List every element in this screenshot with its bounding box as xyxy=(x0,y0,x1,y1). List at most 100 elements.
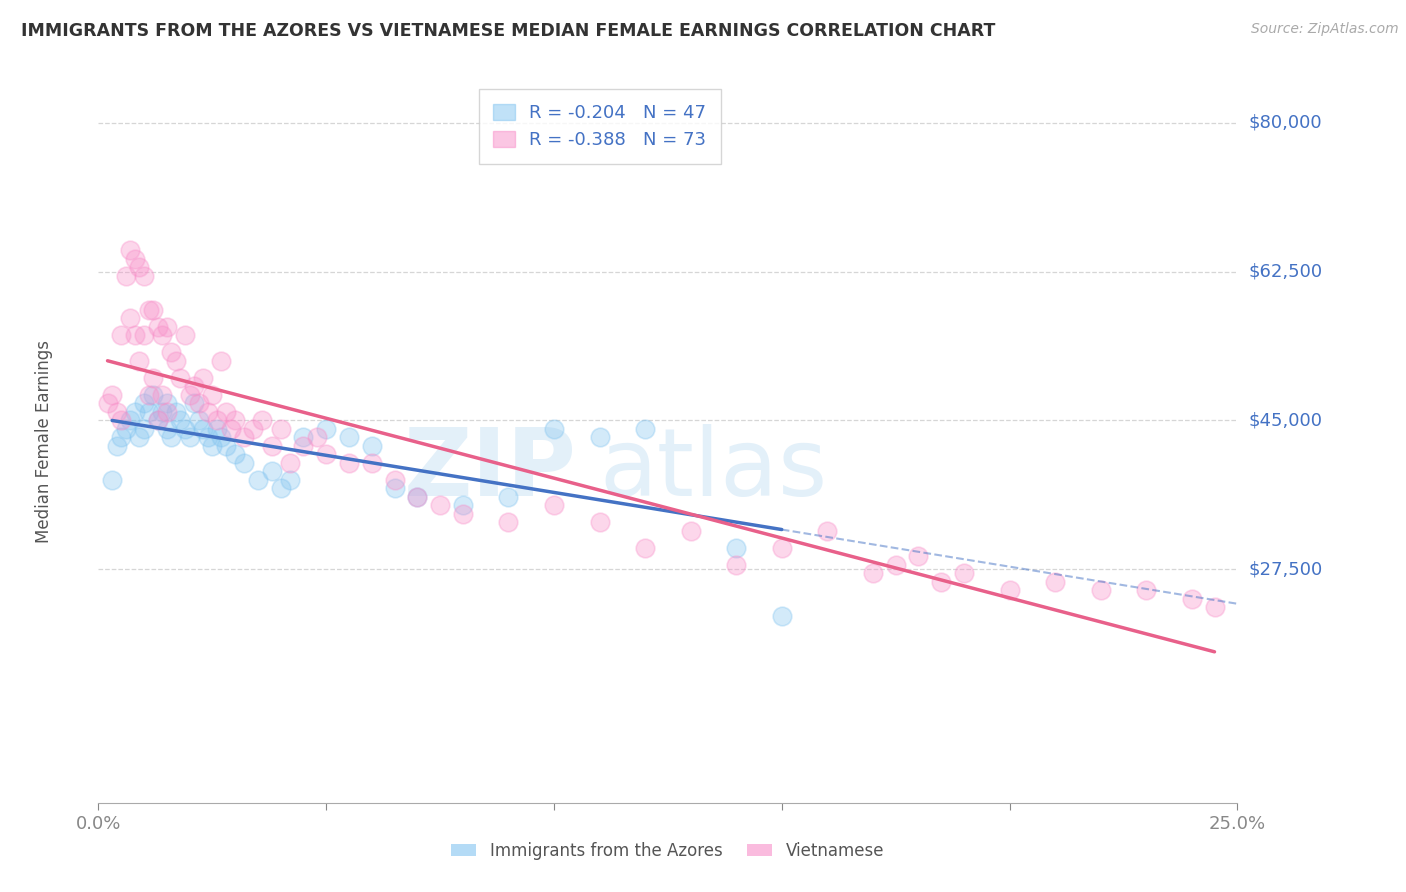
Legend: Immigrants from the Azores, Vietnamese: Immigrants from the Azores, Vietnamese xyxy=(444,836,891,867)
Point xyxy=(233,430,256,444)
Point xyxy=(270,481,292,495)
Point xyxy=(110,430,132,444)
Point xyxy=(634,541,657,555)
Point xyxy=(384,473,406,487)
Point xyxy=(292,430,315,444)
Point xyxy=(110,328,132,343)
Point xyxy=(156,396,179,410)
Point xyxy=(360,456,382,470)
Point xyxy=(242,422,264,436)
Point xyxy=(224,447,246,461)
Point xyxy=(124,405,146,419)
Point xyxy=(150,328,173,343)
Text: IMMIGRANTS FROM THE AZORES VS VIETNAMESE MEDIAN FEMALE EARNINGS CORRELATION CHAR: IMMIGRANTS FROM THE AZORES VS VIETNAMESE… xyxy=(21,22,995,40)
Point xyxy=(128,353,150,368)
Point xyxy=(120,311,142,326)
Point xyxy=(138,405,160,419)
Point xyxy=(815,524,838,538)
Point xyxy=(337,430,360,444)
Text: $62,500: $62,500 xyxy=(1249,262,1323,281)
Text: $27,500: $27,500 xyxy=(1249,560,1323,578)
Point xyxy=(679,524,702,538)
Point xyxy=(770,608,793,623)
Text: $45,000: $45,000 xyxy=(1249,411,1323,429)
Point xyxy=(169,371,191,385)
Point xyxy=(862,566,884,581)
Point xyxy=(278,456,301,470)
Point xyxy=(114,268,136,283)
Point xyxy=(179,388,201,402)
Point xyxy=(197,430,219,444)
Point xyxy=(124,328,146,343)
Point xyxy=(725,541,748,555)
Point xyxy=(128,430,150,444)
Point xyxy=(929,574,952,589)
Point xyxy=(110,413,132,427)
Point xyxy=(215,439,238,453)
Point xyxy=(543,498,565,512)
Text: ZIP: ZIP xyxy=(404,425,576,516)
Point xyxy=(278,473,301,487)
Point xyxy=(1181,591,1204,606)
Point xyxy=(101,388,124,402)
Point xyxy=(451,507,474,521)
Point xyxy=(183,396,205,410)
Point xyxy=(96,396,118,410)
Point xyxy=(201,439,224,453)
Point xyxy=(205,413,228,427)
Point xyxy=(156,319,179,334)
Point xyxy=(179,430,201,444)
Point xyxy=(588,516,610,530)
Point xyxy=(770,541,793,555)
Point xyxy=(174,422,197,436)
Point xyxy=(907,549,929,564)
Point xyxy=(165,405,187,419)
Point xyxy=(142,302,165,317)
Point xyxy=(1204,600,1226,615)
Point xyxy=(193,371,215,385)
Point xyxy=(197,405,219,419)
Point xyxy=(120,244,142,258)
Point xyxy=(165,353,187,368)
Point xyxy=(132,396,155,410)
Point xyxy=(219,422,242,436)
Point xyxy=(292,439,315,453)
Point xyxy=(406,490,429,504)
Point xyxy=(315,447,337,461)
Point xyxy=(146,413,169,427)
Text: $80,000: $80,000 xyxy=(1249,114,1322,132)
Point xyxy=(360,439,382,453)
Point xyxy=(146,413,169,427)
Point xyxy=(138,388,160,402)
Point xyxy=(246,473,269,487)
Point xyxy=(150,405,173,419)
Point xyxy=(429,498,451,512)
Point xyxy=(588,430,610,444)
Point xyxy=(307,430,329,444)
Point xyxy=(150,388,173,402)
Point xyxy=(1135,583,1157,598)
Point xyxy=(205,422,228,436)
Point xyxy=(634,422,657,436)
Point xyxy=(215,405,238,419)
Point xyxy=(252,413,274,427)
Point xyxy=(201,388,224,402)
Point xyxy=(1043,574,1066,589)
Point xyxy=(183,379,205,393)
Point xyxy=(315,422,337,436)
Point xyxy=(105,439,128,453)
Point xyxy=(169,413,191,427)
Point xyxy=(128,260,150,275)
Point xyxy=(193,422,215,436)
Point xyxy=(187,396,209,410)
Point xyxy=(114,422,136,436)
Point xyxy=(270,422,292,436)
Point xyxy=(884,558,907,572)
Text: Source: ZipAtlas.com: Source: ZipAtlas.com xyxy=(1251,22,1399,37)
Point xyxy=(260,464,283,478)
Point xyxy=(124,252,146,266)
Point xyxy=(160,430,183,444)
Point xyxy=(260,439,283,453)
Point xyxy=(209,430,232,444)
Point xyxy=(142,388,165,402)
